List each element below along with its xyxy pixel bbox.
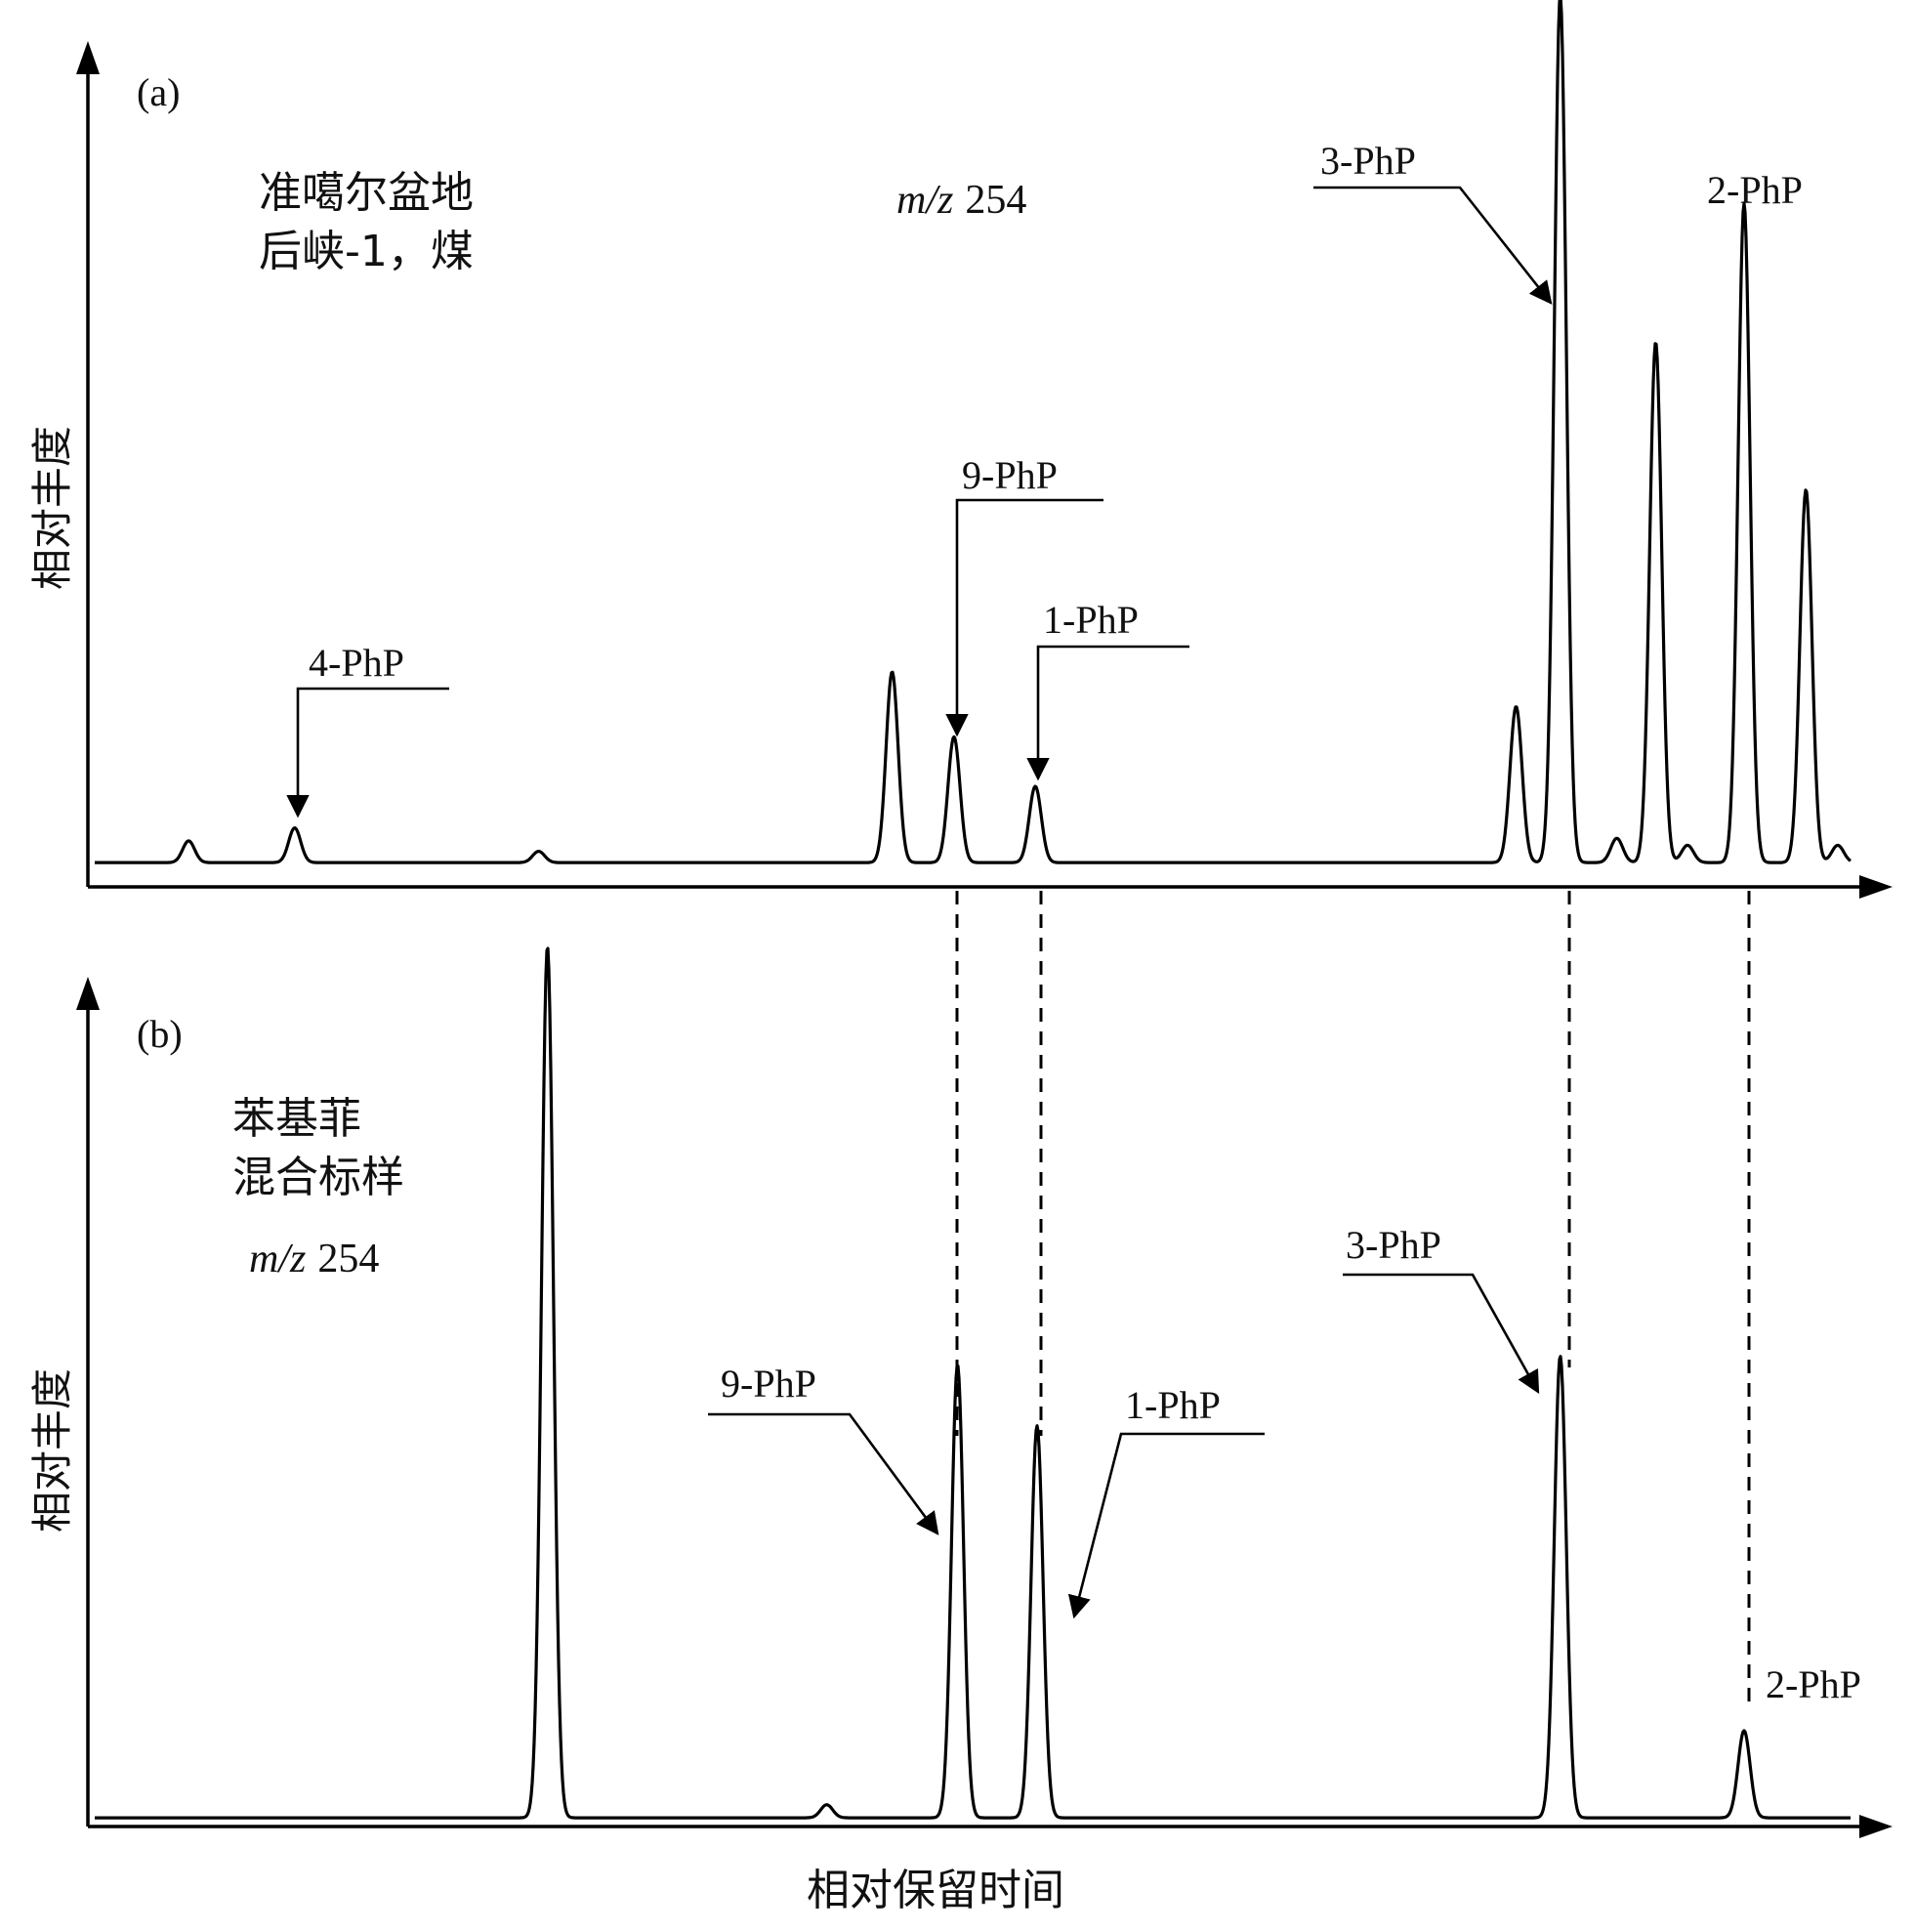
alignment-lines [955,891,1751,1704]
panel-b: (b) 苯基菲 混合标样 m/z 254 相对丰度 9-PhP 1-PhP 3-P… [28,946,1893,1838]
panel-a-peak-label-4-php: 4-PhP [309,641,404,685]
panel-b-mz: m/z 254 [249,1237,379,1281]
panel-b-label: (b) [137,1012,183,1056]
panel-a-label: (a) [137,70,180,114]
panel-a-pointer-1-php [1026,645,1189,781]
panel-b-pointer-9-php [708,1412,939,1535]
panel-a-pointer-4-php [286,687,449,819]
panel-a-peak-label-1-php: 1-PhP [1043,598,1139,642]
panel-a-peak-label-9-php: 9-PhP [962,453,1058,497]
panel-b-y-axis-label: 相对丰度 [28,1368,76,1533]
panel-a-mz: m/z 254 [896,178,1026,223]
panel-a-sample-line-1: 准噶尔盆地 [259,168,474,218]
panel-b-peak-label-1-php: 1-PhP [1125,1383,1221,1427]
panel-a-y-axis-arrowhead [76,41,100,74]
panel-b-mz-prefix: m/z [249,1237,306,1281]
panel-a-trace [94,0,1852,864]
panel-b-peak-label-9-php: 9-PhP [721,1362,816,1406]
panel-a: (a) 准噶尔盆地 后峡-1，煤 m/z 254 相对丰度 4-PhP 9-PhP… [28,0,1893,899]
panel-a-pointer-3-php [1313,186,1553,305]
panel-a-peak-label-3-php: 3-PhP [1320,139,1416,183]
panel-a-peak-label-2-php: 2-PhP [1707,168,1803,212]
panel-a-mz-prefix: m/z [896,178,953,223]
x-axis-label: 相对保留时间 [807,1866,1064,1915]
panel-a-mz-value: 254 [965,178,1026,223]
panel-a-sample-line-2: 后峡-1，煤 [259,227,474,276]
panel-b-pointer-3-php [1343,1273,1540,1395]
panel-b-y-axis-arrowhead [76,977,100,1010]
panel-a-x-axis-arrowhead [1859,875,1893,899]
panel-b-mz-value: 254 [317,1237,379,1281]
panel-b-sample-line-2: 混合标样 [232,1153,404,1202]
panel-b-trace [94,946,1852,1820]
panel-b-pointer-1-php [1067,1432,1265,1619]
panel-b-peak-label-3-php: 3-PhP [1346,1223,1441,1267]
panel-b-sample-line-1: 苯基菲 [232,1094,361,1144]
panel-a-pointer-9-php [945,498,1103,737]
panel-b-peak-label-2-php: 2-PhP [1766,1662,1861,1706]
panel-a-y-axis-label: 相对丰度 [28,426,76,590]
panel-b-x-axis-arrowhead [1859,1815,1893,1838]
